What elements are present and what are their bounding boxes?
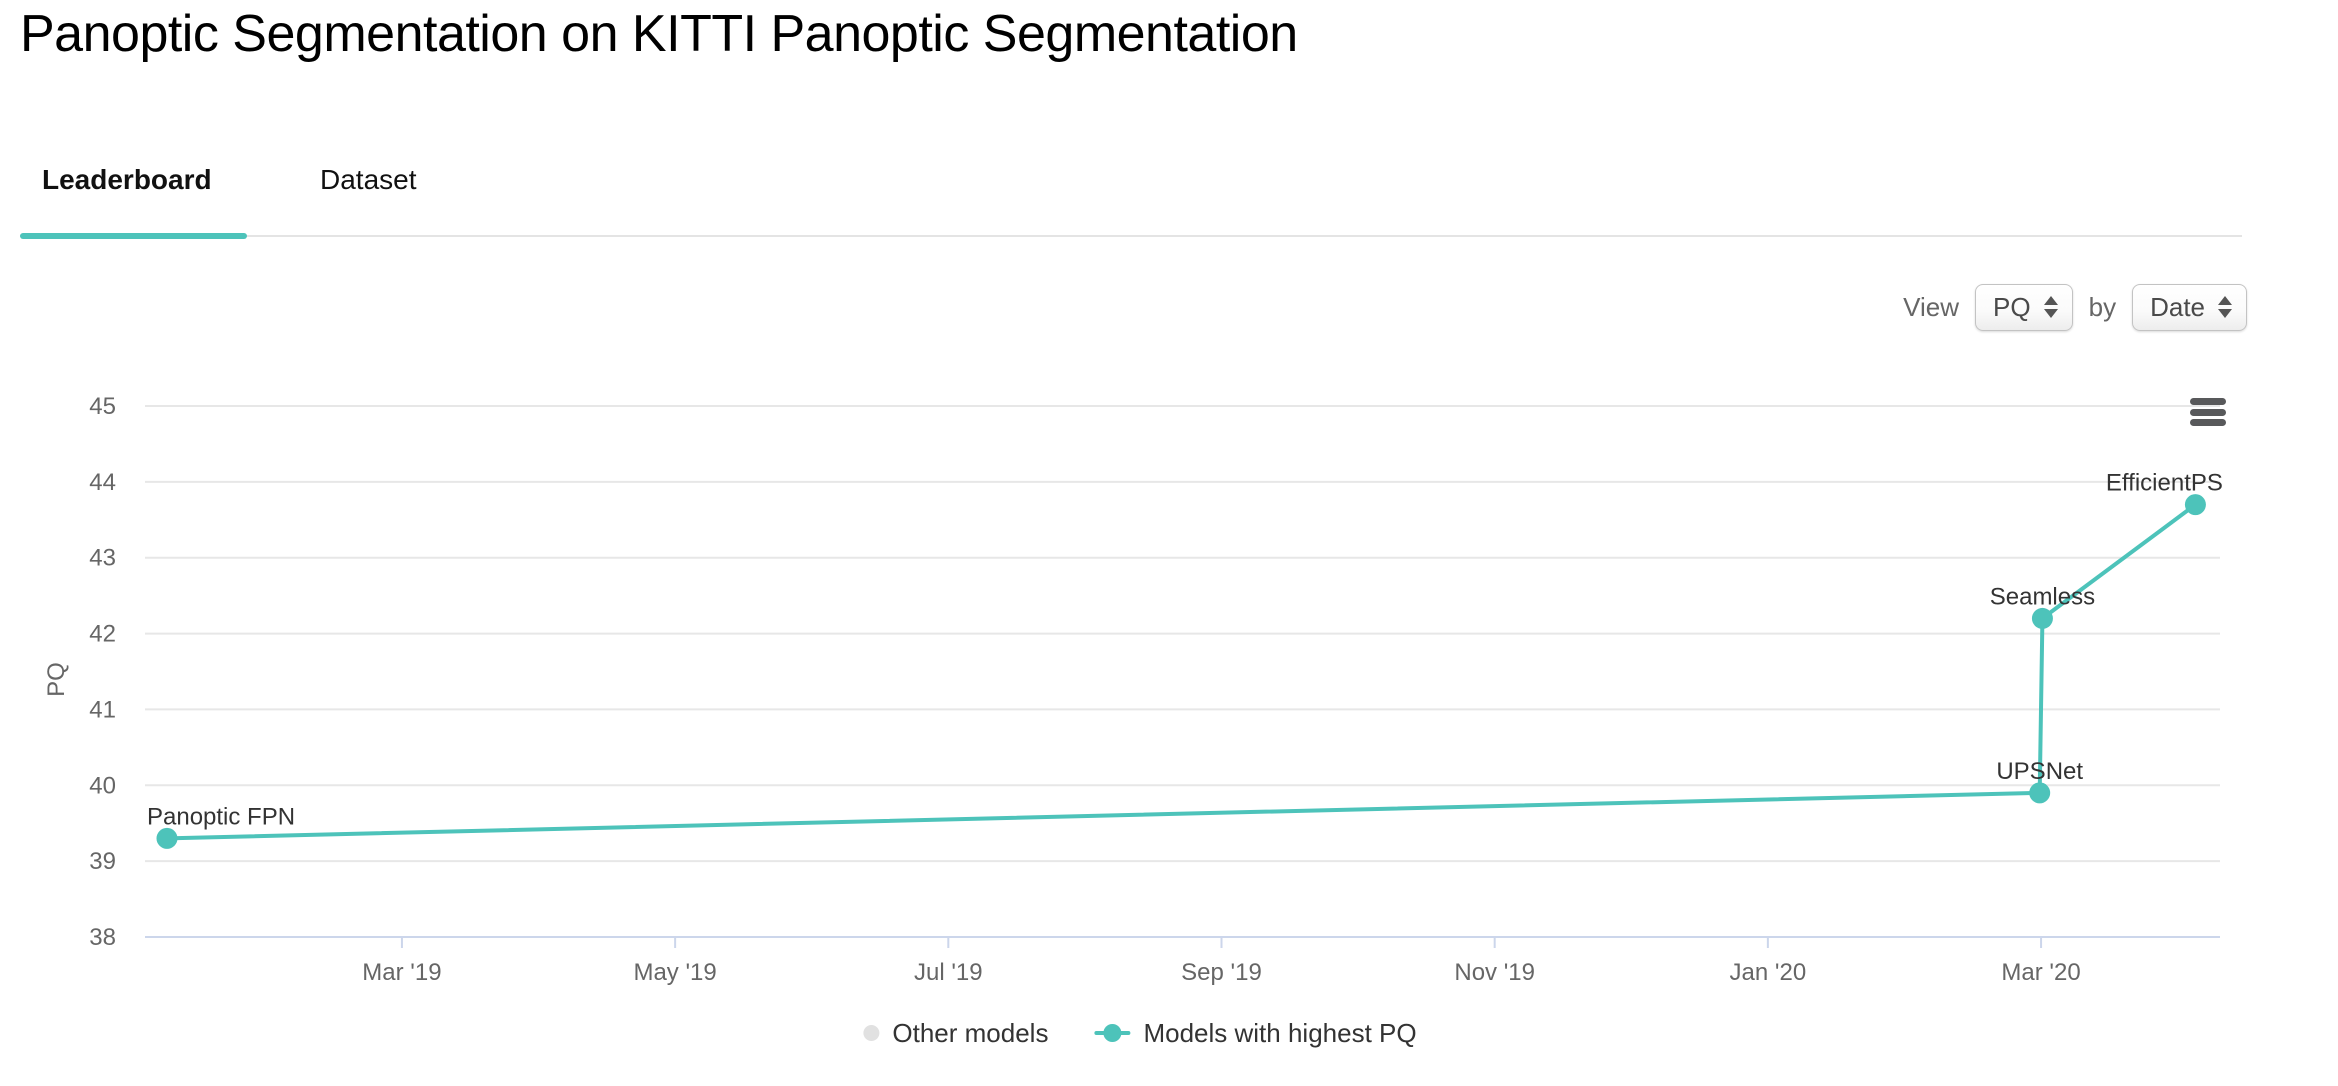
data-point-label-panoptic-fpn: Panoptic FPN: [147, 803, 295, 830]
hamburger-menu-icon: [2190, 408, 2226, 416]
legend-label: Other models: [892, 1017, 1049, 1048]
x-tick-label: Mar '20: [2001, 959, 2080, 986]
page-title: Panoptic Segmentation on KITTI Panoptic …: [20, 5, 1298, 63]
x-tick-label: Jan '20: [1730, 959, 1807, 986]
y-tick-label: 44: [89, 469, 116, 496]
tab-leaderboard[interactable]: Leaderboard: [42, 164, 212, 195]
legend-item-other-models[interactable]: Other models: [863, 1018, 1048, 1049]
by-label: by: [2088, 291, 2117, 322]
y-tick-label: 41: [89, 696, 116, 723]
up-down-arrows-icon: [2043, 296, 2058, 318]
up-down-arrows-icon: [2218, 296, 2232, 318]
highest-pq-trend-line: [164, 502, 2198, 841]
tab-dataset[interactable]: Dataset: [320, 164, 417, 195]
data-point-label-efficientps: EfficientPS: [2106, 470, 2223, 497]
legend-item-models-with-highest-pq[interactable]: Models with highest PQ: [1094, 1017, 1417, 1049]
groupby-select[interactable]: Date: [2132, 283, 2247, 331]
x-tick-label: Nov '19: [1454, 959, 1535, 986]
teal-line-circle-marker-icon: [1094, 1024, 1131, 1042]
data-point-label-upsnet: UPSNet: [1996, 758, 2083, 785]
data-point-label-seamless: Seamless: [1990, 583, 2095, 610]
groupby-select-value: Date: [2150, 291, 2205, 322]
y-axis-title: PQ: [43, 662, 70, 697]
y-tick-label: 40: [89, 772, 116, 799]
view-label: View: [1903, 291, 1960, 322]
metric-select-value: PQ: [1993, 291, 2031, 322]
y-tick-label: 39: [89, 848, 116, 875]
data-point-seamless[interactable]: [2031, 607, 2053, 629]
metric-select[interactable]: PQ: [1975, 283, 2073, 331]
data-point-upsnet[interactable]: [2029, 782, 2051, 804]
y-tick-label: 45: [89, 393, 116, 420]
active-tab-underline: [20, 233, 247, 239]
view-controls: View PQ by Date: [1903, 282, 2247, 332]
tab-divider: [20, 233, 2242, 239]
y-tick-label: 43: [89, 545, 116, 572]
chart-export-menu-button[interactable]: [2190, 398, 2226, 426]
y-tick-label: 42: [89, 621, 116, 648]
x-tick-label: Mar '19: [362, 959, 441, 986]
x-tick-label: Sep '19: [1181, 959, 1262, 986]
gray-circle-marker-icon: [863, 1025, 880, 1041]
y-tick-label: 38: [89, 924, 116, 951]
legend-label: Models with highest PQ: [1143, 1017, 1417, 1048]
hamburger-menu-icon: [2190, 398, 2226, 405]
x-tick-label: Jul '19: [914, 959, 983, 986]
data-point-efficientps[interactable]: [2184, 494, 2206, 516]
chart-legend: Other models Models with highest PQ: [863, 1015, 1417, 1051]
x-tick-label: May '19: [633, 959, 716, 986]
hamburger-menu-icon: [2190, 419, 2226, 426]
data-point-panoptic-fpn[interactable]: [156, 827, 178, 849]
